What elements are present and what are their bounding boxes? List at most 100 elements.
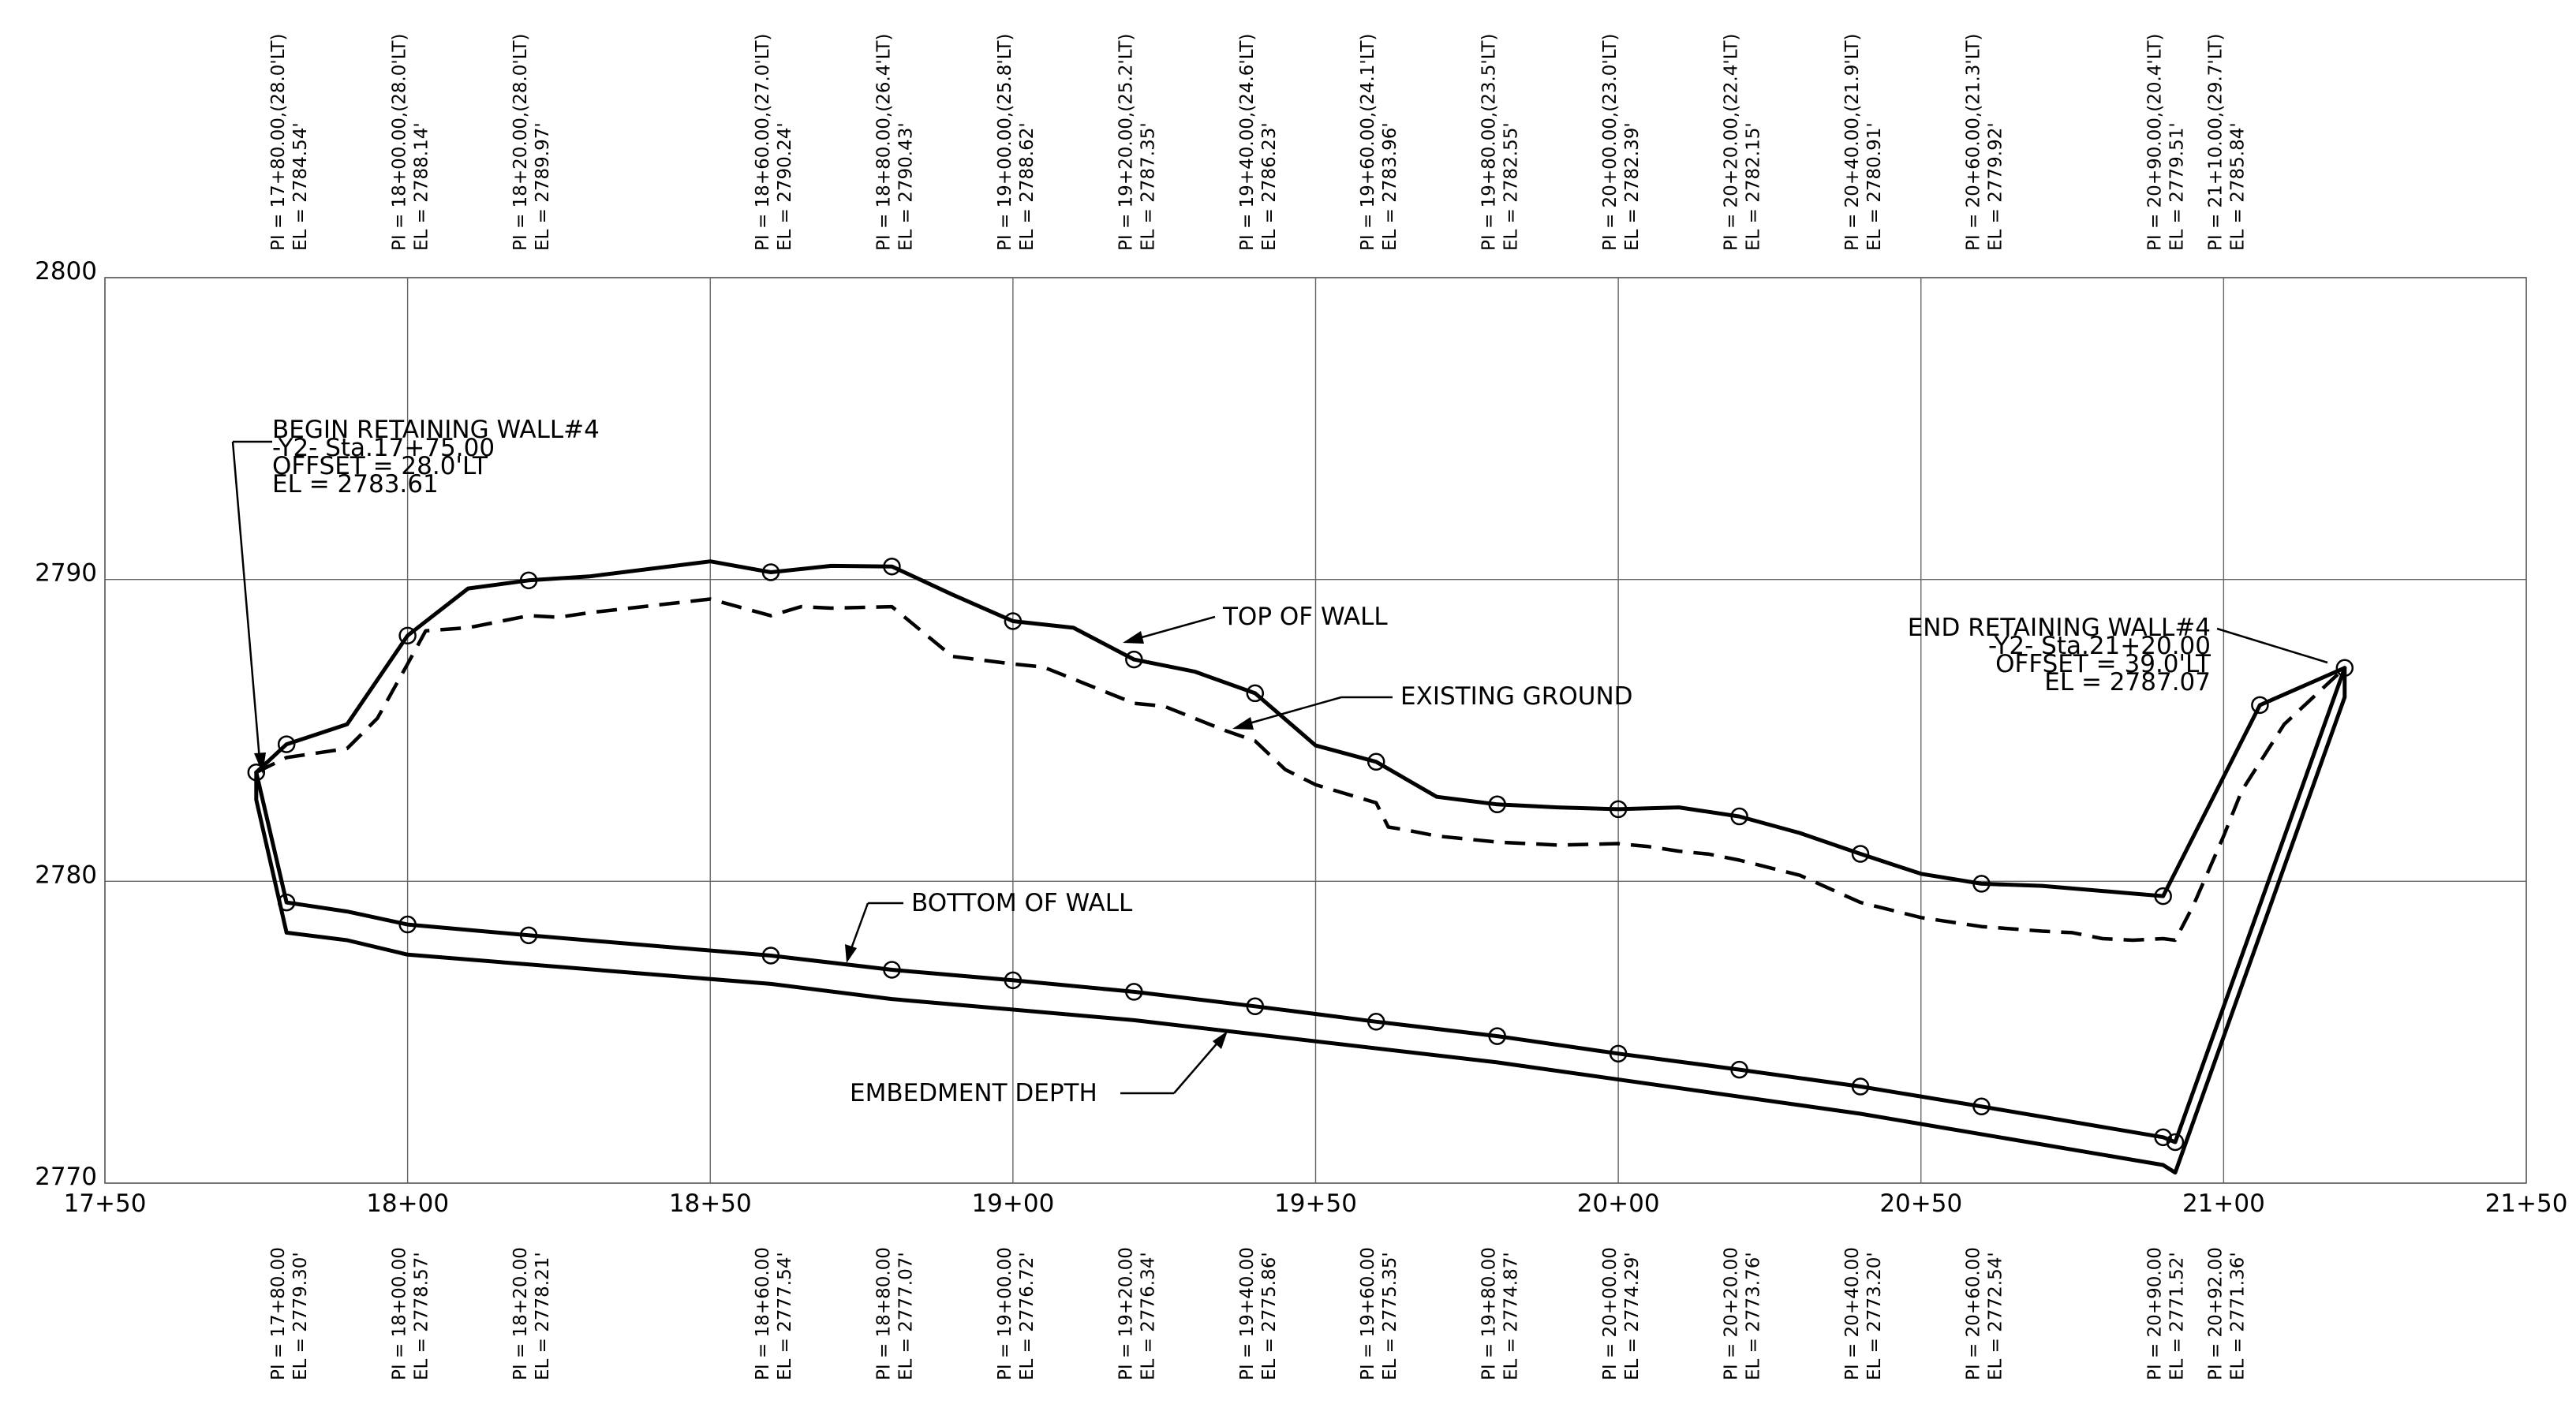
y-tick-label: 2800	[35, 257, 97, 286]
pi-marker-top	[2251, 696, 2269, 715]
pi-marker-bottom	[2166, 1133, 2185, 1152]
bottom-station-label-line1: PI = 19+60.00	[1358, 1247, 1378, 1380]
x-tick-label: 21+00	[2182, 1189, 2265, 1218]
begin-note-line-1: BEGIN RETAINING WALL#4	[272, 416, 600, 444]
top-station-label-line2: EL = 2790.24'	[775, 122, 795, 251]
embedment-depth-arrowhead	[1213, 1031, 1228, 1049]
bottom-station-label-line2: EL = 2776.34'	[1138, 1252, 1158, 1380]
begin-wall-note: BEGIN RETAINING WALL#4 -Y2- Sta.17+75.00…	[231, 416, 600, 774]
bottom-station-label-line2: EL = 2776.72'	[1017, 1252, 1038, 1380]
top-station-label-line1: PI = 18+80.00,(26.4'LT)	[873, 34, 894, 251]
pi-marker-top	[247, 763, 266, 782]
bottom-station-label-line1: PI = 19+00.00	[995, 1247, 1015, 1380]
bottom-station-label-line2: EL = 2774.87'	[1501, 1252, 1522, 1380]
axis-labels: 17+50 18+00 18+50 19+00 19+50 20+00 20+50 21+00…	[35, 257, 2567, 1218]
pi-marker-top	[1004, 612, 1023, 630]
bottom-station-label-line2: EL = 2774.29'	[1622, 1252, 1643, 1380]
existing-ground-label: EXISTING GROUND	[1232, 682, 1633, 730]
top-station-label-line1: PI = 19+00.00,(25.8'LT)	[995, 34, 1015, 251]
pi-marker-top	[1972, 875, 1991, 893]
pi-marker-top	[277, 735, 296, 753]
series-lines	[254, 559, 2347, 1175]
embedment-depth-label: EMBEDMENT DEPTH	[850, 1031, 1228, 1107]
top-station-label-line1: PI = 18+20.00,(28.0'LT)	[510, 34, 531, 251]
bottom-station-label-line1: PI = 18+00.00	[390, 1247, 410, 1380]
top-of-wall-arrowhead	[1123, 631, 1144, 644]
top-station-label-line2: EL = 2788.62'	[1017, 122, 1038, 251]
bottom-station-label-line2: EL = 2777.54'	[775, 1252, 795, 1380]
bottom-station-label-line1: PI = 18+80.00	[873, 1247, 894, 1380]
series-embedment-depth	[254, 666, 2347, 1175]
x-tick-label: 20+00	[1577, 1189, 1660, 1218]
pi-marker-bottom	[1367, 1013, 1385, 1031]
bottom-of-wall-text: BOTTOM OF WALL	[911, 889, 1133, 917]
top-station-label-line2: EL = 2779.51'	[2167, 122, 2188, 251]
top-station-label-line2: EL = 2784.54'	[290, 122, 311, 251]
bottom-of-wall-arrowhead	[845, 944, 857, 963]
top-station-label-line1: PI = 18+00.00,(28.0'LT)	[390, 34, 410, 251]
top-of-wall-text: TOP OF WALL	[1222, 603, 1388, 631]
pi-marker-bottom	[2154, 1128, 2172, 1147]
top-of-wall-leader	[1135, 615, 1216, 640]
top-station-label-line2: EL = 2786.23'	[1259, 122, 1280, 251]
grid	[104, 277, 2527, 1184]
bottom-station-label-line2: EL = 2777.07'	[895, 1252, 916, 1380]
x-tick-label: 20+50	[1879, 1189, 1962, 1218]
bottom-station-label-line1: PI = 18+20.00	[510, 1247, 531, 1380]
bottom-station-label-line2: EL = 2778.57'	[412, 1252, 432, 1380]
pi-marker-bottom	[761, 947, 780, 965]
begin-arrowhead	[254, 752, 266, 774]
pi-marker-top	[1488, 795, 1506, 814]
begin-note-line-3: OFFSET = 28.0'LT	[272, 452, 488, 480]
station-labels: PI = 17+80.00,(28.0'LT) EL = 2784.54' PI =…	[268, 34, 2248, 1380]
pi-marker-bottom	[1972, 1097, 1991, 1116]
top-station-label-line2: EL = 2779.92'	[1986, 122, 2006, 251]
bottom-station-label-line1: PI = 19+40.00	[1237, 1247, 1258, 1380]
bottom-station-label-line1: PI = 18+60.00	[753, 1247, 773, 1380]
pi-marker-bottom	[1004, 971, 1023, 990]
bottom-station-label-line2: EL = 2773.20'	[1864, 1252, 1885, 1380]
bottom-station-label-line1: PI = 20+20.00	[1722, 1247, 1742, 1380]
begin-note-line-4: EL = 2783.61	[272, 470, 439, 498]
bottom-station-label-line1: PI = 20+60.00	[1964, 1247, 1984, 1380]
top-station-label-line2: EL = 2789.97'	[533, 122, 553, 251]
bottom-of-wall-leader	[849, 902, 869, 951]
top-of-wall-label: TOP OF WALL	[1123, 603, 1388, 644]
embedment-depth-leader	[1173, 1040, 1220, 1094]
top-station-label-line1: PI = 19+20.00,(25.2'LT)	[1116, 34, 1136, 251]
top-station-label-line2: EL = 2785.84'	[2227, 122, 2248, 251]
bottom-station-label-line1: PI = 17+80.00	[268, 1247, 289, 1380]
pi-marker-bottom	[1125, 983, 1143, 1001]
y-tick-label: 2770	[35, 1163, 97, 1191]
pi-marker-top	[1246, 684, 1265, 703]
pi-marker-top	[883, 557, 901, 576]
bottom-station-label-line2: EL = 2771.52'	[2167, 1252, 2188, 1380]
end-note-line-1: END RETAINING WALL#4	[1908, 614, 2211, 642]
pi-marker-top	[398, 626, 417, 645]
bottom-station-label-line1: PI = 20+90.00	[2145, 1247, 2166, 1380]
top-station-label-line2: EL = 2790.43'	[895, 122, 916, 251]
existing-ground-text: EXISTING GROUND	[1400, 682, 1633, 711]
y-tick-label: 2790	[35, 559, 97, 588]
top-station-label-line1: PI = 20+60.00,(21.3'LT)	[1964, 34, 1984, 251]
annotations: BEGIN RETAINING WALL#4 -Y2- Sta.17+75.00…	[231, 416, 2328, 1107]
pi-marker-top	[1609, 800, 1628, 819]
bottom-station-label-line2: EL = 2773.76'	[1744, 1252, 1764, 1380]
bottom-station-label-line1: PI = 20+00.00	[1600, 1247, 1621, 1380]
bottom-of-wall-label: BOTTOM OF WALL	[845, 889, 1133, 963]
pi-marker-bottom	[883, 961, 901, 979]
x-tick-label: 18+50	[669, 1189, 752, 1218]
pi-marker-bottom	[277, 893, 296, 912]
pi-marker-bottom	[1851, 1077, 1870, 1096]
series-existing-ground	[255, 597, 2346, 943]
pi-marker-top	[2154, 887, 2172, 906]
x-tick-label: 17+50	[64, 1189, 147, 1218]
pi-marker-bottom	[519, 926, 538, 945]
pi-marker-bottom	[398, 915, 417, 934]
pi-marker-top	[1851, 845, 1870, 863]
top-station-label-line2: EL = 2782.39'	[1622, 122, 1643, 251]
begin-leader	[231, 441, 261, 760]
series-top-of-wall	[254, 559, 2347, 898]
